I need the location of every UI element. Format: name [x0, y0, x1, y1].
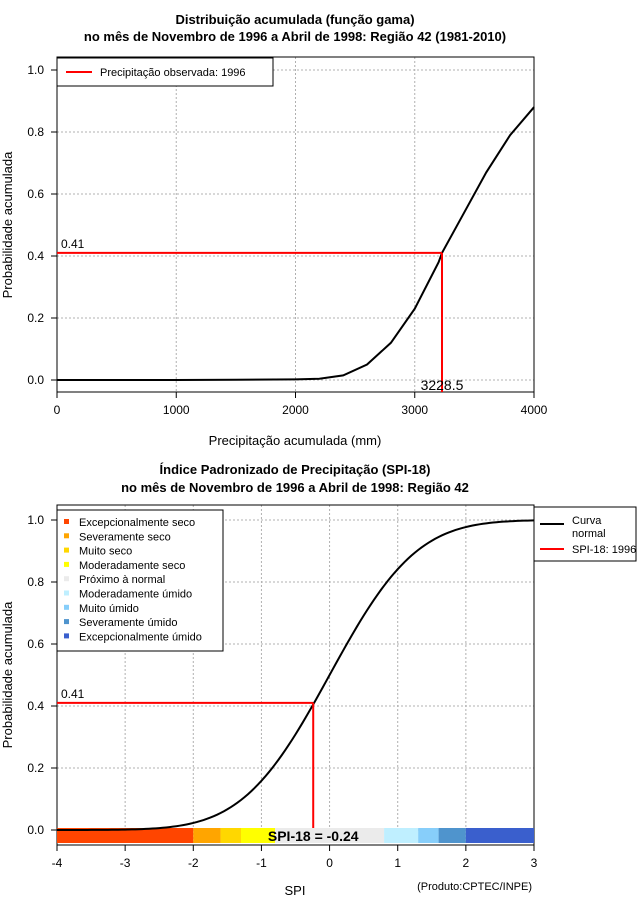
spi-category-band	[384, 828, 419, 843]
spi-category-band	[438, 828, 466, 843]
gamma-cdf-curve	[57, 106, 535, 381]
legend-label: Moderadamente úmido	[79, 589, 192, 601]
x-tick-label: 4000	[521, 403, 548, 417]
chart2-right-legend: Curva normal SPI-18: 1996	[533, 506, 637, 562]
y-tick-label: 0.8	[27, 125, 44, 139]
chart2-xlabel: SPI	[285, 883, 306, 898]
chart1-legend-label: Precipitação observada: 1996	[100, 67, 246, 79]
legend-spi-label: SPI-18: 1996	[572, 544, 636, 556]
legend-frame	[56, 509, 224, 652]
x-tick-label: 2	[463, 856, 470, 870]
observed-y-label: 0.41	[61, 237, 85, 251]
spi-category-band	[193, 828, 221, 843]
chart2-ylabel: Probabilidade acumulada	[0, 601, 15, 748]
x-tick-label: 0	[54, 403, 61, 417]
legend-label: Muito seco	[79, 546, 132, 558]
chart1-xlabel: Precipitação acumulada (mm)	[209, 433, 382, 448]
legend-swatch	[64, 561, 69, 567]
x-tick-label: 0	[326, 856, 333, 870]
x-tick-label: 1	[394, 856, 401, 870]
legend-label: Excepcionalmente úmido	[79, 631, 202, 643]
x-tick-label: -2	[188, 856, 199, 870]
spi-value-label: SPI-18 = -0.24	[268, 828, 359, 844]
chart2-category-legend: Excepcionalmente seco Severamente seco Mui…	[56, 509, 224, 652]
legend-swatch	[64, 619, 69, 625]
y-tick-label: 1.0	[27, 513, 44, 527]
spi-category-band	[465, 828, 534, 843]
chart1-title-line2: no mês de Novembro de 1996 a Abril de 19…	[84, 29, 506, 44]
plot-frame	[56, 504, 535, 846]
spi-category-band	[57, 828, 194, 843]
legend-label: Muito úmido	[79, 603, 139, 615]
legend-label: Próximo à normal	[79, 574, 165, 586]
y-tick-label: 0.4	[27, 699, 44, 713]
x-tick-label: -4	[52, 856, 63, 870]
y-tick-label: 1.0	[27, 63, 44, 77]
y-tick-label: 0.4	[27, 249, 44, 263]
y-tick-label: 0.8	[27, 575, 44, 589]
legend-swatch	[64, 533, 69, 539]
credit-text: (Produto:CPTEC/INPE)	[417, 881, 532, 893]
legend-swatch	[64, 590, 69, 596]
y-tick-label: 0.2	[27, 761, 44, 775]
y-tick-label: 0.6	[27, 187, 44, 201]
legend-swatch	[64, 576, 69, 582]
x-tick-label: -3	[120, 856, 131, 870]
chart1-title-line1: Distribuição acumulada (função gama)	[175, 12, 414, 27]
chart2-title-line1: Índice Padronizado de Precipitação (SPI-…	[160, 462, 431, 477]
legend-curve-label: Curva	[572, 515, 602, 527]
chart1-ylabel: Probabilidade acumulada	[0, 151, 15, 298]
y-tick-label: 0.0	[27, 823, 44, 837]
plot-frame	[56, 56, 535, 393]
legend-label: Excepcionalmente seco	[79, 517, 195, 529]
legend-label: Moderadamente seco	[79, 560, 185, 572]
x-tick-label: -1	[256, 856, 267, 870]
observed-x-label: 3228.5	[421, 377, 464, 393]
legend-swatch	[64, 519, 69, 524]
normal-cdf-curve	[56, 519, 535, 831]
legend-swatch	[64, 604, 69, 610]
y-tick-label: 0.0	[27, 373, 44, 387]
x-tick-label: 2000	[282, 403, 309, 417]
chart2-title-line2: no mês de Novembro de 1996 a Abril de 19…	[121, 480, 469, 495]
y-tick-label: 0.6	[27, 637, 44, 651]
spi-category-band	[418, 828, 439, 843]
legend-swatch	[64, 547, 69, 553]
spi-category-band	[220, 828, 241, 843]
spi-category-band	[275, 828, 385, 843]
legend-label: Severamente úmido	[79, 617, 177, 629]
legend-swatch	[64, 633, 69, 639]
x-tick-label: 1000	[163, 403, 190, 417]
observed-y-label: 0.41	[61, 687, 85, 701]
chart1-legend: Precipitação observada: 1996	[56, 57, 274, 87]
x-tick-label: 3000	[401, 403, 428, 417]
legend-curve-label2: normal	[572, 528, 606, 540]
legend-label: Severamente seco	[79, 531, 171, 543]
y-tick-label: 0.2	[27, 311, 44, 325]
chart1-plot-area: 0 1000 2000 3000 4000 0.0 0.2 0.4 0.6 0.8 1.0 0.41 3…	[27, 56, 548, 417]
spi-category-band	[240, 828, 276, 843]
x-tick-label: 3	[531, 856, 538, 870]
